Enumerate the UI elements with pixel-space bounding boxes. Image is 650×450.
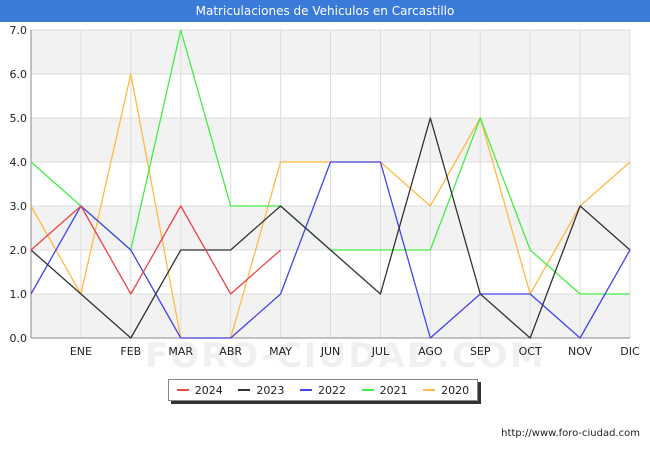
x-tick-label: JUN [320,345,341,358]
x-tick-label: MAR [168,345,193,358]
series-line-2024 [30,205,282,295]
y-tick-label: 3.0 [10,200,28,213]
legend-item-2022: 2022 [299,383,346,397]
watermark: FORO-CIUDAD.COM [145,336,546,376]
legend-swatch [176,389,189,391]
chart-legend: 2024 2023 2022 2021 2020 [168,379,478,401]
legend-label: 2022 [317,383,346,397]
x-tick-label: OCT [519,345,542,358]
x-tick-label: ENE [70,345,92,358]
legend-label: 2021 [379,383,408,397]
x-tick-label: DIC [620,345,640,358]
x-tick-label: ABR [219,345,242,358]
y-tick-label: 7.0 [10,24,28,37]
y-tick-label: 6.0 [10,68,28,81]
x-tick-label: SEP [470,345,491,358]
chart-title: Matriculaciones de Vehiculos en Carcasti… [0,0,650,22]
x-tick-label: NOV [568,345,593,358]
x-tick-label: MAY [269,345,292,358]
legend-swatch [423,389,436,391]
legend-item-2020: 2020 [423,384,469,397]
y-tick-label: 4.0 [10,156,28,169]
legend-swatch [361,389,374,391]
x-tick-label: JUL [371,345,390,358]
legend-label: 2024 [194,383,223,397]
x-tick-label: AGO [418,345,443,358]
legend-item-2021: 2021 [361,383,408,397]
legend-swatch [299,389,312,391]
y-tick-label: 1.0 [10,288,28,301]
x-tick-label: FEB [120,345,141,358]
source-url: http://www.foro-ciudad.com [501,428,640,439]
y-tick-label: 2.0 [10,244,28,257]
legend-item-2024: 2024 [176,383,223,397]
series-line-2023 [30,117,631,339]
y-tick-label: 5.0 [10,112,28,125]
y-tick-label: 0.0 [10,332,28,345]
legend-label: 2020 [441,383,470,397]
legend-swatch [238,389,251,391]
legend-item-2023: 2023 [238,384,284,397]
series-line-2022 [30,161,631,339]
legend-label: 2023 [256,383,285,397]
